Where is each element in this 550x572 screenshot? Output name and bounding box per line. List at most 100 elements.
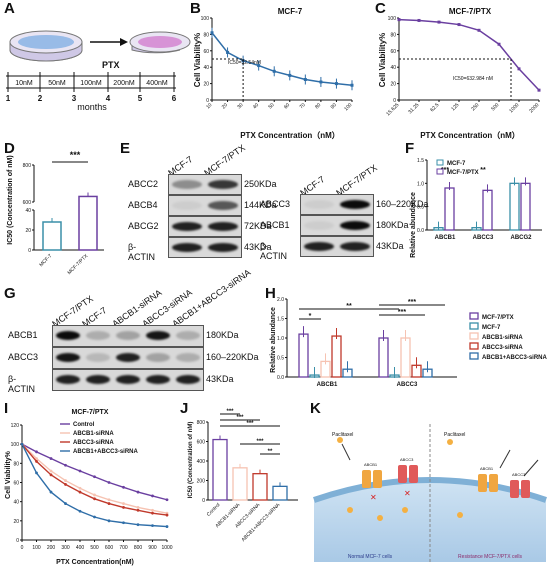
chart-j: IC50 (Concentration of nM) 0 200 400 600 800… xyxy=(188,409,298,543)
panel-a-figure: PTX 1 2 3 4 5 6 10nM 50nM 100nM 200nM 400nM month… xyxy=(6,30,191,112)
panel-i: I MCF-7/PTX Cell Viability% PTX Concentr… xyxy=(0,400,175,567)
bar xyxy=(520,182,531,231)
data-point xyxy=(417,18,421,22)
legend-swatch xyxy=(469,312,479,320)
dose-label: 50nM xyxy=(48,80,66,87)
blot-band xyxy=(116,353,140,362)
chart-j-ylabel: IC50 (Concentration of nM) xyxy=(188,422,194,499)
x-tick-label: ABCG2 xyxy=(510,235,532,241)
x-tick-label: 50 xyxy=(267,102,275,110)
panel-d: D IC50 (Concentration of nM) 0 20 40 600 800… xyxy=(0,140,115,305)
mw-label: 180KDa xyxy=(376,219,409,230)
series-line xyxy=(398,18,540,91)
panel-f: F Relative abundance 0.0 0.5 1.0 1.5 ABCB1 AB… xyxy=(405,140,550,305)
x-tick-label: 10 xyxy=(205,102,213,110)
y-tick-label: 0.5 xyxy=(417,205,424,211)
legend-label: MCF-7 xyxy=(482,325,501,331)
x-tick-label: 800 xyxy=(134,545,143,551)
y-tick-label: 80 xyxy=(390,32,396,38)
protein-label: ABCC3 xyxy=(260,198,291,209)
panel-g-label: G xyxy=(4,285,16,302)
sig-label: * xyxy=(309,313,312,320)
x-tick-label: 1000 xyxy=(508,102,520,114)
x-tick-label: 31.25 xyxy=(407,102,420,115)
abcc3-transporter-right xyxy=(510,480,519,498)
legend-label: Control xyxy=(73,422,95,428)
chart-f: Relative abundance 0.0 0.5 1.0 1.5 ABCB1 ABCC… xyxy=(410,158,542,258)
data-point xyxy=(165,511,169,515)
data-point xyxy=(122,502,125,505)
blot-band xyxy=(172,200,202,210)
chart-i-xlabel: PTX Concentration(nM) xyxy=(56,559,134,566)
abcb1-label-right: ABCB1 xyxy=(480,466,494,471)
x-tick-label: 200 xyxy=(47,545,56,551)
y-tick-label: 60 xyxy=(13,481,19,487)
panel-a: A PTX 1 2 3 4 5 6 10nM 50nM 100nM 200nM 400nM mon… xyxy=(0,0,191,112)
data-point xyxy=(497,42,501,46)
data-point xyxy=(165,498,169,502)
data-point xyxy=(165,513,169,517)
bar xyxy=(298,333,309,378)
data-point xyxy=(78,509,82,513)
mw-label: 144KDa xyxy=(244,199,277,210)
bar xyxy=(331,335,342,378)
bar xyxy=(42,221,62,251)
abcc3-transporter-left xyxy=(398,465,407,483)
cells-pink xyxy=(138,36,182,48)
data-point xyxy=(93,475,96,479)
y-tick-label: 0.5 xyxy=(277,356,284,362)
mw-label: 43KDa xyxy=(376,240,404,251)
sig-label: *** xyxy=(246,421,254,427)
legend-label: ABCB1+ABCC3-siRNA xyxy=(482,355,548,361)
x-tick-label: 400 xyxy=(76,545,85,551)
timeline-tick-label: 4 xyxy=(106,94,111,103)
panel-h: H Relative abundance 0.0 0.5 1.0 1.5 2.0 ABCB… xyxy=(265,285,550,400)
mw-label: 250KDa xyxy=(244,178,277,189)
data-point xyxy=(64,483,67,486)
data-point xyxy=(78,486,82,490)
mw-label: 43KDa xyxy=(206,374,234,384)
bar xyxy=(509,182,520,231)
bar xyxy=(444,187,455,231)
y-tick-label: 20 xyxy=(13,519,19,525)
mw-label: 72KDa xyxy=(244,220,272,231)
sig-label: *** xyxy=(256,439,264,445)
legend-swatch xyxy=(469,332,479,340)
blot-strip xyxy=(168,237,242,258)
blot-band xyxy=(172,221,202,231)
bar xyxy=(482,189,493,231)
blot-strip xyxy=(168,174,242,195)
legend-label: ABCC3-siRNA xyxy=(482,345,523,351)
x-tick-label: 500 xyxy=(90,545,99,551)
timeline-tick-label: 2 xyxy=(38,94,43,103)
data-point xyxy=(35,450,38,454)
x-tick-label: 100 xyxy=(343,102,353,112)
normal-cells-label: Normal MCF-7 cells xyxy=(348,554,393,560)
blot-band xyxy=(116,375,140,384)
y-tick-label: 80 xyxy=(13,461,19,467)
blot-band xyxy=(340,241,370,251)
lane-label: ABCB1-siRNA xyxy=(110,287,164,329)
x-tick-label: 70 xyxy=(299,102,307,110)
blot-band xyxy=(86,331,110,340)
chart-c-ylabel: Cell Viability% xyxy=(378,33,387,88)
paclitaxel-label-left: Paclitaxel xyxy=(332,432,353,438)
blot-strip xyxy=(52,347,204,369)
legend-label: MCF-7 xyxy=(447,161,466,167)
x-tick-label: 30 xyxy=(236,102,244,110)
blot-band xyxy=(340,220,370,230)
blot-band xyxy=(208,200,238,210)
legend-swatch xyxy=(436,159,444,166)
chart-b-ylabel: Cell Viability% xyxy=(193,33,202,88)
legend-swatch xyxy=(469,352,479,360)
bar xyxy=(212,438,228,501)
data-point xyxy=(136,490,140,494)
data-point xyxy=(35,460,38,463)
y-tick-label: 600 xyxy=(23,200,32,206)
y-tick-label: 60 xyxy=(203,49,209,55)
blot-band xyxy=(304,220,334,230)
x-tick-label: 40 xyxy=(252,102,260,110)
y-tick-label: 1.5 xyxy=(417,158,424,164)
paclitaxel-label-right: Paclitaxel xyxy=(444,432,465,438)
chart-b-ic50: IC50=32.54nM xyxy=(228,60,261,66)
